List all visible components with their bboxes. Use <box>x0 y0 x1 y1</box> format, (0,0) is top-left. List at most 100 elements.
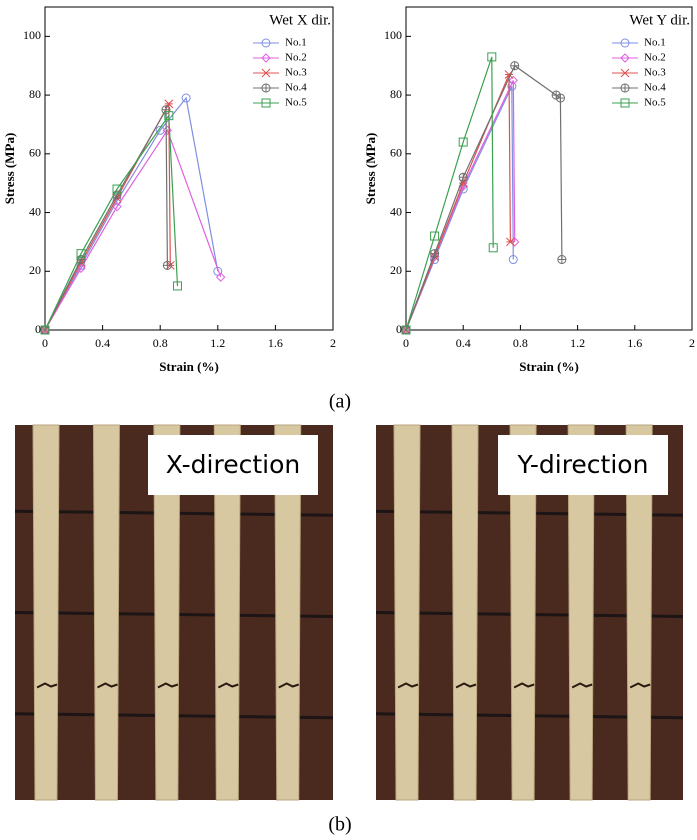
specimen <box>32 424 60 801</box>
legend-label: No.1 <box>285 37 307 49</box>
plot-frame <box>44 6 334 331</box>
y-tick-label: 80 <box>29 87 41 101</box>
y-tick-label: 20 <box>390 263 402 277</box>
legend-label: No.2 <box>285 52 307 64</box>
marker <box>112 184 122 194</box>
specimen <box>213 424 241 801</box>
marker <box>164 111 174 121</box>
marker <box>458 172 468 182</box>
marker <box>488 243 498 253</box>
specimen <box>274 424 302 801</box>
x-tick-label: 1.6 <box>268 336 283 350</box>
y-axis-label: Stress (MPa) <box>363 133 378 205</box>
crack <box>157 682 179 689</box>
marker <box>620 53 630 63</box>
specimen <box>153 424 181 801</box>
photo-label: Y-direction <box>517 450 649 479</box>
photo-label-box <box>148 435 318 495</box>
caption: (b) <box>328 814 351 836</box>
marker <box>112 201 122 212</box>
series-line <box>44 128 222 331</box>
marker <box>430 231 440 241</box>
specimen <box>509 424 537 801</box>
y-tick-label: 100 <box>23 28 41 42</box>
legend-label: No.3 <box>644 67 666 79</box>
x-tick-label: 0.4 <box>456 336 471 350</box>
marker <box>557 255 567 265</box>
marker <box>261 53 271 63</box>
marker <box>401 325 411 335</box>
series-line <box>405 56 494 331</box>
marker <box>429 251 440 262</box>
crack <box>278 682 300 689</box>
marker <box>555 93 565 103</box>
y-tick-label: 40 <box>29 204 41 218</box>
marker <box>181 93 191 103</box>
marker <box>161 105 171 115</box>
series-line <box>44 113 179 331</box>
y-tick-label: 40 <box>390 204 402 218</box>
marker <box>430 249 440 259</box>
legend-label: No.3 <box>285 67 307 79</box>
marker <box>620 98 630 108</box>
marker <box>510 61 520 71</box>
x-tick-label: 2 <box>330 336 336 350</box>
y-tick-label: 60 <box>29 146 41 160</box>
y-axis-label: Stress (MPa) <box>2 133 17 205</box>
series-line <box>405 64 563 331</box>
marker <box>620 83 630 93</box>
marker <box>261 68 271 78</box>
specimen <box>625 424 653 801</box>
marker <box>620 38 630 48</box>
marker <box>508 75 518 86</box>
series-line <box>405 80 516 331</box>
x-tick-label: 0 <box>403 336 409 350</box>
marker <box>487 52 497 62</box>
x-tick-label: 1.2 <box>570 336 585 350</box>
x-tick-label: 1.2 <box>210 336 225 350</box>
crack <box>571 682 593 689</box>
photo-label-box <box>498 435 668 495</box>
legend-label: No.4 <box>644 82 666 94</box>
caption: (a) <box>329 391 351 413</box>
x-tick-label: 0 <box>42 336 48 350</box>
marker <box>172 281 182 291</box>
marker <box>620 68 630 78</box>
marker <box>213 266 223 276</box>
marker <box>40 325 50 335</box>
legend-title: Wet X dir. <box>269 12 331 28</box>
x-tick-label: 0.4 <box>95 336 110 350</box>
marker <box>458 137 468 147</box>
x-tick-label: 0.8 <box>153 336 168 350</box>
marker <box>261 38 271 48</box>
y-tick-label: 20 <box>29 263 41 277</box>
y-tick-label: 0 <box>35 322 41 336</box>
legend-label: No.5 <box>285 97 307 109</box>
marker <box>506 237 515 247</box>
marker <box>261 98 271 108</box>
photo-label: X-direction <box>166 450 300 479</box>
x-axis-label: Strain (%) <box>159 359 219 374</box>
crack <box>513 682 535 689</box>
marker <box>215 272 226 282</box>
specimen <box>567 424 595 801</box>
y-tick-label: 60 <box>390 146 402 160</box>
series-line <box>44 96 219 331</box>
plot-frame <box>405 6 693 331</box>
y-tick-label: 0 <box>396 322 402 336</box>
marker <box>261 83 271 93</box>
marker <box>76 249 86 259</box>
x-axis-label: Strain (%) <box>519 359 579 374</box>
specimen <box>451 424 479 801</box>
x-tick-label: 1.6 <box>627 336 642 350</box>
crack <box>96 682 118 689</box>
legend-label: No.4 <box>285 82 307 94</box>
y-tick-label: 80 <box>390 87 402 101</box>
crack <box>397 682 419 689</box>
crack <box>455 682 477 689</box>
specimen <box>92 424 120 801</box>
marker <box>162 260 172 270</box>
legend-title: Wet Y dir. <box>629 12 690 28</box>
crack <box>629 682 651 689</box>
